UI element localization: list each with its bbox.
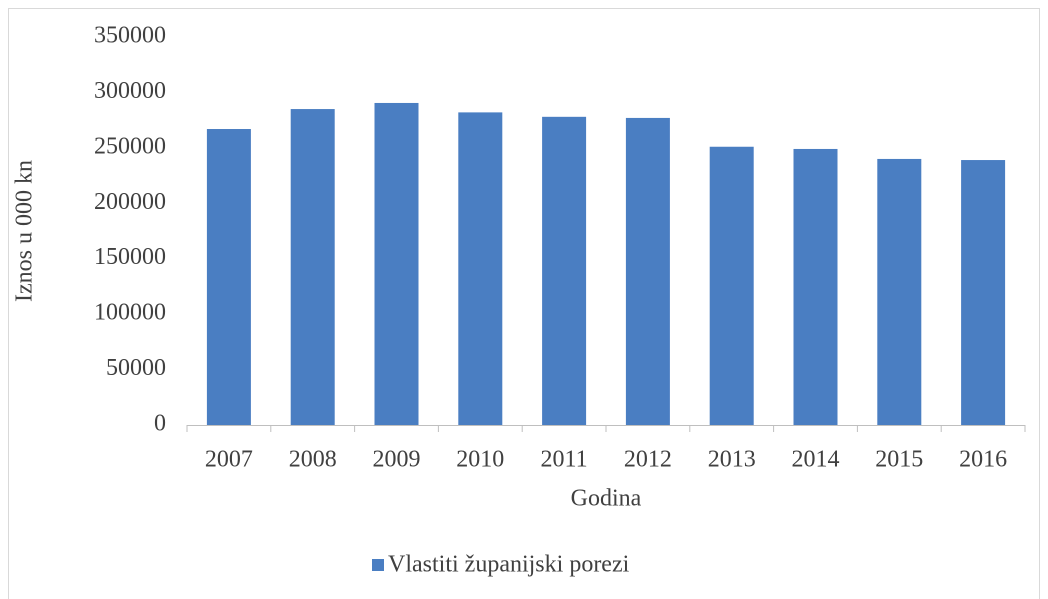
y-tick-label: 100000	[94, 300, 166, 326]
y-tick-label: 250000	[94, 133, 166, 159]
x-axis-title: Godina	[571, 486, 642, 512]
legend-label: Vlastiti županijski porezi	[388, 552, 630, 578]
x-tick-label: 2011	[541, 447, 588, 473]
bar	[542, 116, 587, 426]
y-tick-label: 150000	[94, 244, 166, 270]
y-axis-title: Iznos u 000 kn	[12, 160, 38, 302]
y-tick-label: 200000	[94, 189, 166, 215]
bar	[458, 112, 503, 425]
x-tick-label: 2007	[205, 447, 253, 473]
x-tick-label: 2010	[456, 447, 504, 473]
x-tick-label: 2008	[289, 447, 337, 473]
bar	[374, 102, 419, 426]
bar	[961, 160, 1006, 425]
x-tick-label: 2016	[959, 447, 1007, 473]
x-tick-label: 2009	[373, 447, 421, 473]
x-tick-label: 2013	[708, 447, 756, 473]
y-tick-label: 50000	[106, 355, 166, 381]
bar	[290, 109, 335, 426]
x-tick-label: 2015	[875, 447, 923, 473]
x-tick-label: 2014	[792, 447, 840, 473]
bar	[709, 146, 754, 425]
legend-swatch	[372, 559, 384, 571]
x-tick-label: 2012	[624, 447, 672, 473]
bar	[793, 148, 838, 426]
chart-frame	[8, 8, 1040, 599]
bar	[206, 129, 251, 426]
y-tick-label: 350000	[94, 23, 166, 49]
bar	[877, 158, 922, 425]
y-tick-label: 0	[154, 411, 166, 437]
y-tick-label: 300000	[94, 78, 166, 104]
bar	[625, 117, 670, 425]
